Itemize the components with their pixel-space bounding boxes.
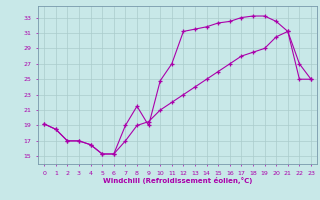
X-axis label: Windchill (Refroidissement éolien,°C): Windchill (Refroidissement éolien,°C) bbox=[103, 177, 252, 184]
